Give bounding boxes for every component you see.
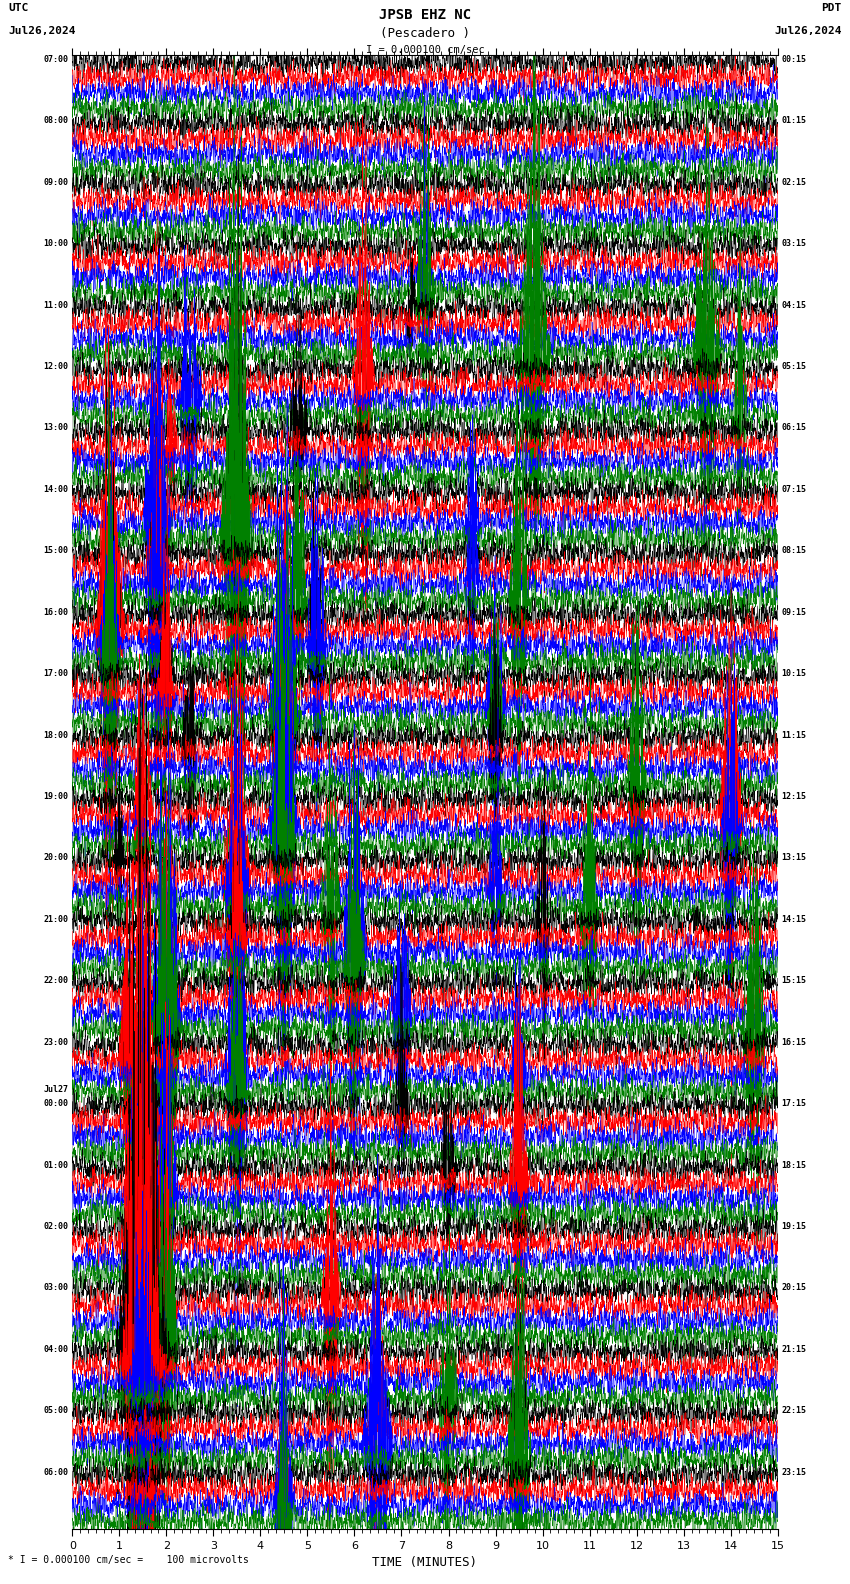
Text: 04:00: 04:00 — [43, 1345, 69, 1354]
Text: 23:00: 23:00 — [43, 1038, 69, 1047]
Text: 05:00: 05:00 — [43, 1407, 69, 1415]
Text: 12:00: 12:00 — [43, 363, 69, 371]
Text: 06:00: 06:00 — [43, 1468, 69, 1476]
Text: 10:00: 10:00 — [43, 239, 69, 249]
Text: 09:15: 09:15 — [781, 608, 807, 616]
Text: 22:00: 22:00 — [43, 976, 69, 985]
Text: Jul27: Jul27 — [43, 1085, 69, 1095]
Text: 21:00: 21:00 — [43, 916, 69, 923]
Text: 22:15: 22:15 — [781, 1407, 807, 1415]
Text: UTC: UTC — [8, 3, 29, 13]
Text: I = 0.000100 cm/sec: I = 0.000100 cm/sec — [366, 44, 484, 55]
Text: 14:00: 14:00 — [43, 485, 69, 494]
Text: 08:00: 08:00 — [43, 116, 69, 125]
Text: 08:15: 08:15 — [781, 546, 807, 556]
Text: 09:00: 09:00 — [43, 177, 69, 187]
Text: 16:00: 16:00 — [43, 608, 69, 616]
Text: 12:15: 12:15 — [781, 792, 807, 802]
X-axis label: TIME (MINUTES): TIME (MINUTES) — [372, 1557, 478, 1570]
Text: 07:15: 07:15 — [781, 485, 807, 494]
Text: 00:00: 00:00 — [43, 1099, 69, 1109]
Text: 18:00: 18:00 — [43, 730, 69, 740]
Text: 07:00: 07:00 — [43, 55, 69, 63]
Text: 01:15: 01:15 — [781, 116, 807, 125]
Text: 15:00: 15:00 — [43, 546, 69, 556]
Text: 14:15: 14:15 — [781, 916, 807, 923]
Text: 06:15: 06:15 — [781, 423, 807, 432]
Text: Jul26,2024: Jul26,2024 — [8, 27, 76, 36]
Text: 00:15: 00:15 — [781, 55, 807, 63]
Text: 13:15: 13:15 — [781, 854, 807, 862]
Text: PDT: PDT — [821, 3, 842, 13]
Text: 02:15: 02:15 — [781, 177, 807, 187]
Text: * I = 0.000100 cm/sec =    100 microvolts: * I = 0.000100 cm/sec = 100 microvolts — [8, 1555, 249, 1565]
Text: 15:15: 15:15 — [781, 976, 807, 985]
Text: 11:15: 11:15 — [781, 730, 807, 740]
Text: 10:15: 10:15 — [781, 668, 807, 678]
Text: 05:15: 05:15 — [781, 363, 807, 371]
Text: 02:00: 02:00 — [43, 1221, 69, 1231]
Text: 20:00: 20:00 — [43, 854, 69, 862]
Text: 13:00: 13:00 — [43, 423, 69, 432]
Text: 03:00: 03:00 — [43, 1283, 69, 1293]
Text: 19:15: 19:15 — [781, 1221, 807, 1231]
Text: (Pescadero ): (Pescadero ) — [380, 27, 470, 41]
Text: 21:15: 21:15 — [781, 1345, 807, 1354]
Text: 18:15: 18:15 — [781, 1161, 807, 1169]
Text: 01:00: 01:00 — [43, 1161, 69, 1169]
Text: 03:15: 03:15 — [781, 239, 807, 249]
Text: 16:15: 16:15 — [781, 1038, 807, 1047]
Text: 17:00: 17:00 — [43, 668, 69, 678]
Text: 20:15: 20:15 — [781, 1283, 807, 1293]
Text: JPSB EHZ NC: JPSB EHZ NC — [379, 8, 471, 22]
Text: 19:00: 19:00 — [43, 792, 69, 802]
Text: 17:15: 17:15 — [781, 1099, 807, 1109]
Text: Jul26,2024: Jul26,2024 — [774, 27, 842, 36]
Text: 04:15: 04:15 — [781, 301, 807, 309]
Text: 23:15: 23:15 — [781, 1468, 807, 1476]
Text: 11:00: 11:00 — [43, 301, 69, 309]
